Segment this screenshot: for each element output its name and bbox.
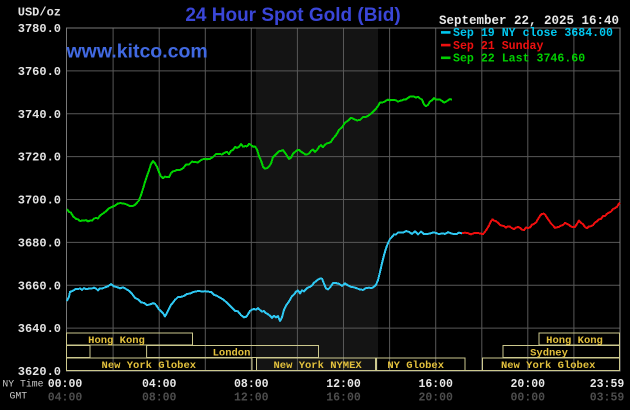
svg-text:24 Hour Spot Gold (Bid): 24 Hour Spot Gold (Bid) xyxy=(185,5,400,26)
svg-text:08:00: 08:00 xyxy=(142,391,177,404)
svg-text:20:00: 20:00 xyxy=(511,378,546,391)
svg-text:www.kitco.com: www.kitco.com xyxy=(66,41,208,63)
svg-text:3720.0: 3720.0 xyxy=(18,151,61,165)
svg-text:NY Time: NY Time xyxy=(2,379,43,390)
svg-text:12:00: 12:00 xyxy=(234,391,269,404)
svg-text:03:59: 03:59 xyxy=(590,391,625,404)
svg-text:September 22, 2025 16:40: September 22, 2025 16:40 xyxy=(439,14,619,28)
svg-text:Sep 22 Last 3746.60: Sep 22 Last 3746.60 xyxy=(453,53,585,66)
svg-text:3620.0: 3620.0 xyxy=(18,365,61,379)
svg-text:12:00: 12:00 xyxy=(326,378,361,391)
svg-text:3780.0: 3780.0 xyxy=(18,22,61,36)
svg-text:3680.0: 3680.0 xyxy=(18,236,61,250)
svg-text:04:00: 04:00 xyxy=(142,378,177,391)
svg-text:New York NYMEX: New York NYMEX xyxy=(273,360,362,372)
svg-text:NY Globex: NY Globex xyxy=(387,360,444,372)
svg-text:3660.0: 3660.0 xyxy=(18,279,61,293)
svg-text:Hong Kong: Hong Kong xyxy=(546,335,603,347)
svg-text:3760.0: 3760.0 xyxy=(18,65,61,79)
svg-text:00:00: 00:00 xyxy=(511,391,546,404)
svg-text:GMT: GMT xyxy=(10,390,28,401)
svg-text:Sydney: Sydney xyxy=(530,348,569,360)
svg-text:New York Globex: New York Globex xyxy=(102,360,197,372)
svg-text:London: London xyxy=(213,348,251,360)
svg-text:3640.0: 3640.0 xyxy=(18,322,61,336)
svg-text:00:00: 00:00 xyxy=(48,378,83,391)
svg-text:16:00: 16:00 xyxy=(326,391,361,404)
svg-text:23:59: 23:59 xyxy=(590,378,625,391)
svg-text:04:00: 04:00 xyxy=(48,391,83,404)
svg-text:Sep 19 NY close 3684.00: Sep 19 NY close 3684.00 xyxy=(453,27,613,40)
svg-text:Sep 21 Sunday: Sep 21 Sunday xyxy=(453,40,543,53)
svg-text:Hong Kong: Hong Kong xyxy=(88,335,145,347)
svg-text:20:00: 20:00 xyxy=(418,391,453,404)
svg-text:USD/oz: USD/oz xyxy=(18,6,61,20)
svg-text:New York Globex: New York Globex xyxy=(501,360,596,372)
svg-text:16:00: 16:00 xyxy=(418,378,453,391)
svg-text:3740.0: 3740.0 xyxy=(18,108,61,122)
svg-text:08:00: 08:00 xyxy=(234,378,269,391)
svg-text:3700.0: 3700.0 xyxy=(18,194,61,208)
